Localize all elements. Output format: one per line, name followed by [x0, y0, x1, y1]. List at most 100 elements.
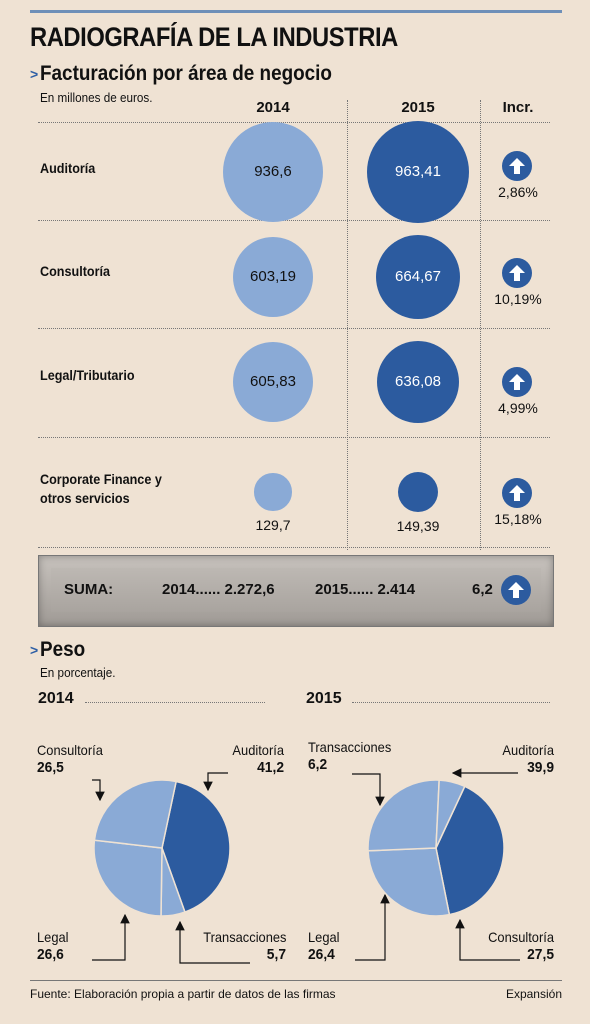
slice-name: Legal — [37, 929, 69, 945]
total-label: SUMA: — [64, 581, 114, 598]
arrow-up-icon — [502, 258, 532, 288]
pie-2015-label-legal: Legal 26,4 — [308, 929, 340, 963]
total-2015: 2015...... 2.414 — [315, 581, 416, 598]
arrow-up-icon — [502, 478, 532, 508]
grid-hline — [38, 122, 550, 123]
grid-hline — [38, 220, 550, 221]
bubble-value-label: 129,7 — [255, 516, 291, 533]
increase-value: 4,99% — [498, 400, 538, 416]
footer-source-text: Elaboración propia a partir de datos de … — [74, 987, 336, 1001]
bubble-value-label: 664,67 — [395, 268, 441, 285]
row-label-consultoria: Consultoría — [40, 263, 111, 279]
bubble-value-label: 636,08 — [395, 373, 441, 390]
leader-2014-legal — [92, 913, 130, 961]
pie-2015 — [367, 779, 505, 917]
pie-2015-label-auditoria: Auditoría 39,9 — [490, 742, 554, 776]
arrow-up-icon — [501, 575, 531, 605]
footer-brand: Expansión — [505, 987, 562, 1001]
grid-hline — [38, 437, 550, 438]
slice-name: Auditoría — [502, 742, 554, 758]
slice-value: 6,2 — [308, 756, 328, 773]
slice-name: Auditoría — [232, 742, 284, 758]
pie-slice-legal — [93, 839, 163, 917]
bubble-2014-3 — [254, 473, 292, 511]
leader-2015-legal — [355, 893, 390, 961]
slice-name: Consultoría — [488, 929, 554, 945]
pie-slice-legal — [367, 779, 440, 852]
slice-value: 27,5 — [527, 946, 554, 963]
bubble-2015-3 — [397, 471, 439, 513]
col-header-incr: Incr. — [502, 99, 534, 116]
bubble-2014-0 — [222, 121, 324, 223]
slice-name: Transacciones — [308, 739, 392, 755]
leader-2015-consultoria — [455, 918, 520, 961]
section1-title: Facturación por área de negocio — [40, 62, 332, 85]
total-incr: 6,2 — [472, 581, 493, 598]
bubble-2015-0 — [367, 121, 469, 223]
row-label-auditoria: Auditoría — [40, 160, 96, 176]
footer-source: Fuente: Elaboración propia a partir de d… — [30, 987, 336, 1001]
pie-2015-label-consultoria: Consultoría 27,5 — [480, 929, 554, 963]
arrow-up-icon — [502, 367, 532, 397]
slice-name: Legal — [308, 929, 340, 945]
bubble-2015-2 — [376, 340, 460, 424]
slice-value: 5,7 — [266, 946, 286, 963]
pie-slice-auditoría — [161, 780, 231, 913]
increase-value: 2,86% — [498, 184, 538, 200]
leader-2014-consultoria — [92, 779, 105, 802]
pie-slice-auditoría — [435, 785, 505, 916]
pie-2015-title: 2015 — [306, 690, 342, 707]
chevron-right-icon: > — [30, 642, 39, 658]
leader-2014-auditoria — [203, 772, 228, 792]
row-label-legal: Legal/Tributario — [40, 367, 135, 383]
bubble-2014-2 — [232, 341, 314, 423]
slice-value: 26,5 — [37, 759, 64, 776]
pie-slice-transacciones — [435, 779, 466, 849]
chevron-right-icon: > — [30, 66, 39, 82]
pie-2015-label-transacciones: Transacciones 6,2 — [308, 739, 391, 773]
bubble-value-label: 605,83 — [250, 373, 296, 390]
pie-2014-rule — [85, 702, 265, 703]
increase-value: 15,18% — [494, 511, 542, 527]
bubble-value-label: 936,6 — [254, 163, 292, 180]
slice-value: 26,4 — [308, 946, 335, 963]
pie-2014-label-auditoria: Auditoría 41,2 — [229, 742, 284, 776]
pie-2015-rule — [352, 702, 550, 703]
top-rule — [30, 10, 562, 13]
slice-name: Consultoría — [37, 742, 103, 758]
pie-slice-consultoría — [93, 779, 178, 849]
total-2014: 2014...... 2.272,6 — [162, 581, 275, 598]
total-bar-inner — [51, 568, 541, 612]
slice-value: 41,2 — [257, 759, 284, 776]
bubble-2014-1 — [232, 236, 314, 318]
row-label-corporate: Corporate Finance y otros servicios — [40, 471, 162, 506]
slice-value: 26,6 — [37, 946, 64, 963]
grid-vline — [480, 100, 481, 550]
col-header-2014: 2014 — [256, 99, 290, 116]
bubble-value-label: 603,19 — [250, 268, 296, 285]
slice-name: Transacciones — [203, 929, 287, 945]
footer-source-label: Fuente: — [30, 987, 71, 1001]
pie-2014-title: 2014 — [38, 690, 74, 707]
bubble-2015-1 — [375, 234, 461, 320]
page-title: RADIOGRAFÍA DE LA INDUSTRIA — [30, 22, 398, 52]
pie-slice-consultoría — [367, 847, 451, 917]
grid-vline — [347, 100, 348, 550]
section2-subtitle: En porcentaje. — [40, 665, 116, 680]
pie-2014-label-legal: Legal 26,6 — [37, 929, 69, 963]
leader-2014-transacciones — [175, 920, 250, 964]
section1-subtitle: En millones de euros. — [40, 90, 153, 105]
pie-2014-label-transacciones: Transacciones 5,7 — [203, 929, 286, 963]
arrow-up-icon — [502, 151, 532, 181]
grid-hline — [38, 547, 550, 548]
grid-hline — [38, 328, 550, 329]
pie-2014-label-consultoria: Consultoría 26,5 — [37, 742, 103, 776]
bubble-value-label: 149,39 — [396, 518, 440, 535]
bubble-value-label: 963,41 — [395, 163, 441, 180]
total-bar: SUMA: 2014...... 2.272,6 2015...... 2.41… — [38, 555, 554, 627]
col-header-2015: 2015 — [401, 99, 435, 116]
increase-value: 10,19% — [494, 291, 542, 307]
section2-title: Peso — [40, 638, 86, 661]
slice-value: 39,9 — [527, 759, 554, 776]
